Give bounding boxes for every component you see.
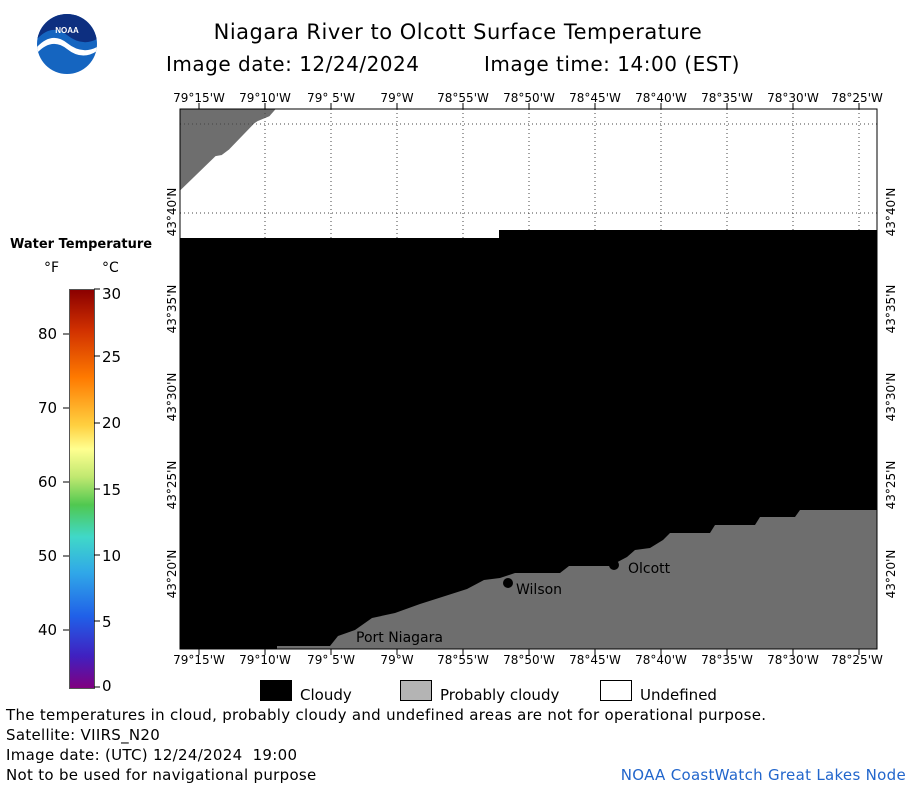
olcott-marker — [609, 560, 619, 570]
legend-swatch-probably-cloudy — [400, 680, 432, 701]
map-title: Niagara River to Olcott Surface Temperat… — [213, 20, 703, 44]
lon-label-bottom: 78°50'W — [503, 653, 555, 667]
scale-f-label: 50 — [38, 547, 58, 565]
lon-label-top: 78°55'W — [437, 91, 489, 105]
lon-label-top: 79° 5'W — [307, 91, 355, 105]
scale-c-label: 5 — [102, 613, 112, 631]
scale-f-label: 80 — [38, 325, 58, 343]
lon-label-bottom: 78°40'W — [635, 653, 687, 667]
lon-label-top: 78°45'W — [569, 91, 621, 105]
lat-label-left: 43°40'N — [165, 187, 179, 237]
lat-label-left: 43°35'N — [165, 284, 179, 334]
image-date-label: Image date: 12/24/2024 — [166, 52, 420, 76]
lon-label-bottom: 79°10'W — [239, 653, 291, 667]
scale-c-label: 25 — [102, 348, 122, 366]
scale-c-label: 20 — [102, 414, 122, 432]
graticule — [180, 109, 877, 238]
lat-label-left: 43°20'N — [165, 549, 179, 599]
lon-label-bottom: 78°30'W — [767, 653, 819, 667]
lat-label-right: 43°20'N — [884, 549, 898, 599]
legend-swatch-undefined — [600, 680, 632, 701]
lon-label-top: 79°15'W — [173, 91, 225, 105]
noaa-logo: NOAA — [37, 14, 97, 74]
legend-swatch-cloudy — [260, 680, 292, 701]
lat-label-right: 43°25'N — [884, 460, 898, 510]
lon-label-bottom: 79°W — [380, 653, 414, 667]
logo-text: NOAA — [55, 26, 79, 35]
footer-image-date: Image date: (UTC) 12/24/2024 19:00 — [6, 746, 298, 764]
lat-label-right: 43°30'N — [884, 372, 898, 422]
place-port-niagara: Port Niagara — [356, 630, 443, 646]
map-canvas: Port Niagara Wilson Olcott — [179, 103, 878, 655]
lon-label-bottom: 79°15'W — [173, 653, 225, 667]
lon-label-bottom: 78°25'W — [831, 653, 883, 667]
scale-c-label: 0 — [102, 677, 112, 695]
scale-c-label: 10 — [102, 547, 122, 565]
lon-label-bottom: 79° 5'W — [307, 653, 355, 667]
footer-disclaimer: The temperatures in cloud, probably clou… — [6, 706, 767, 724]
lon-label-top: 79°W — [380, 91, 414, 105]
tick-marks — [198, 103, 860, 655]
lon-label-top: 79°10'W — [239, 91, 291, 105]
place-wilson: Wilson — [516, 582, 562, 598]
wilson-marker — [503, 578, 513, 588]
lat-label-left: 43°30'N — [165, 372, 179, 422]
footer-satellite: Satellite: VIIRS_N20 — [6, 726, 161, 744]
lon-label-bottom: 78°55'W — [437, 653, 489, 667]
scale-f-label: 60 — [38, 473, 58, 491]
place-olcott: Olcott — [628, 561, 671, 577]
scale-ticks — [63, 288, 100, 688]
south-shore-land — [277, 510, 877, 649]
footer-credit: NOAA CoastWatch Great Lakes Node — [620, 766, 906, 784]
scale-unit-f: °F — [44, 260, 60, 276]
legend-cloudy: Cloudy — [300, 686, 352, 704]
image-time-label: Image time: 14:00 (EST) — [484, 52, 740, 76]
scale-c-label: 30 — [102, 285, 122, 303]
scale-f-label: 40 — [38, 621, 58, 639]
lon-label-bottom: 78°35'W — [701, 653, 753, 667]
lat-label-right: 43°40'N — [884, 187, 898, 237]
scale-title: Water Temperature — [10, 237, 153, 252]
lon-label-bottom: 78°45'W — [569, 653, 621, 667]
lat-label-right: 43°35'N — [884, 284, 898, 334]
lon-label-top: 78°40'W — [635, 91, 687, 105]
lat-label-left: 43°25'N — [165, 460, 179, 510]
lon-label-top: 78°50'W — [503, 91, 555, 105]
legend-probably-cloudy: Probably cloudy — [440, 686, 560, 704]
scale-unit-c: °C — [102, 260, 119, 276]
scale-f-label: 70 — [38, 399, 58, 417]
scale-c-label: 15 — [102, 481, 122, 499]
legend-undefined: Undefined — [640, 686, 717, 704]
lon-label-top: 78°30'W — [767, 91, 819, 105]
footer-navigation-note: Not to be used for navigational purpose — [6, 766, 317, 784]
lon-label-top: 78°25'W — [831, 91, 883, 105]
lon-label-top: 78°35'W — [701, 91, 753, 105]
